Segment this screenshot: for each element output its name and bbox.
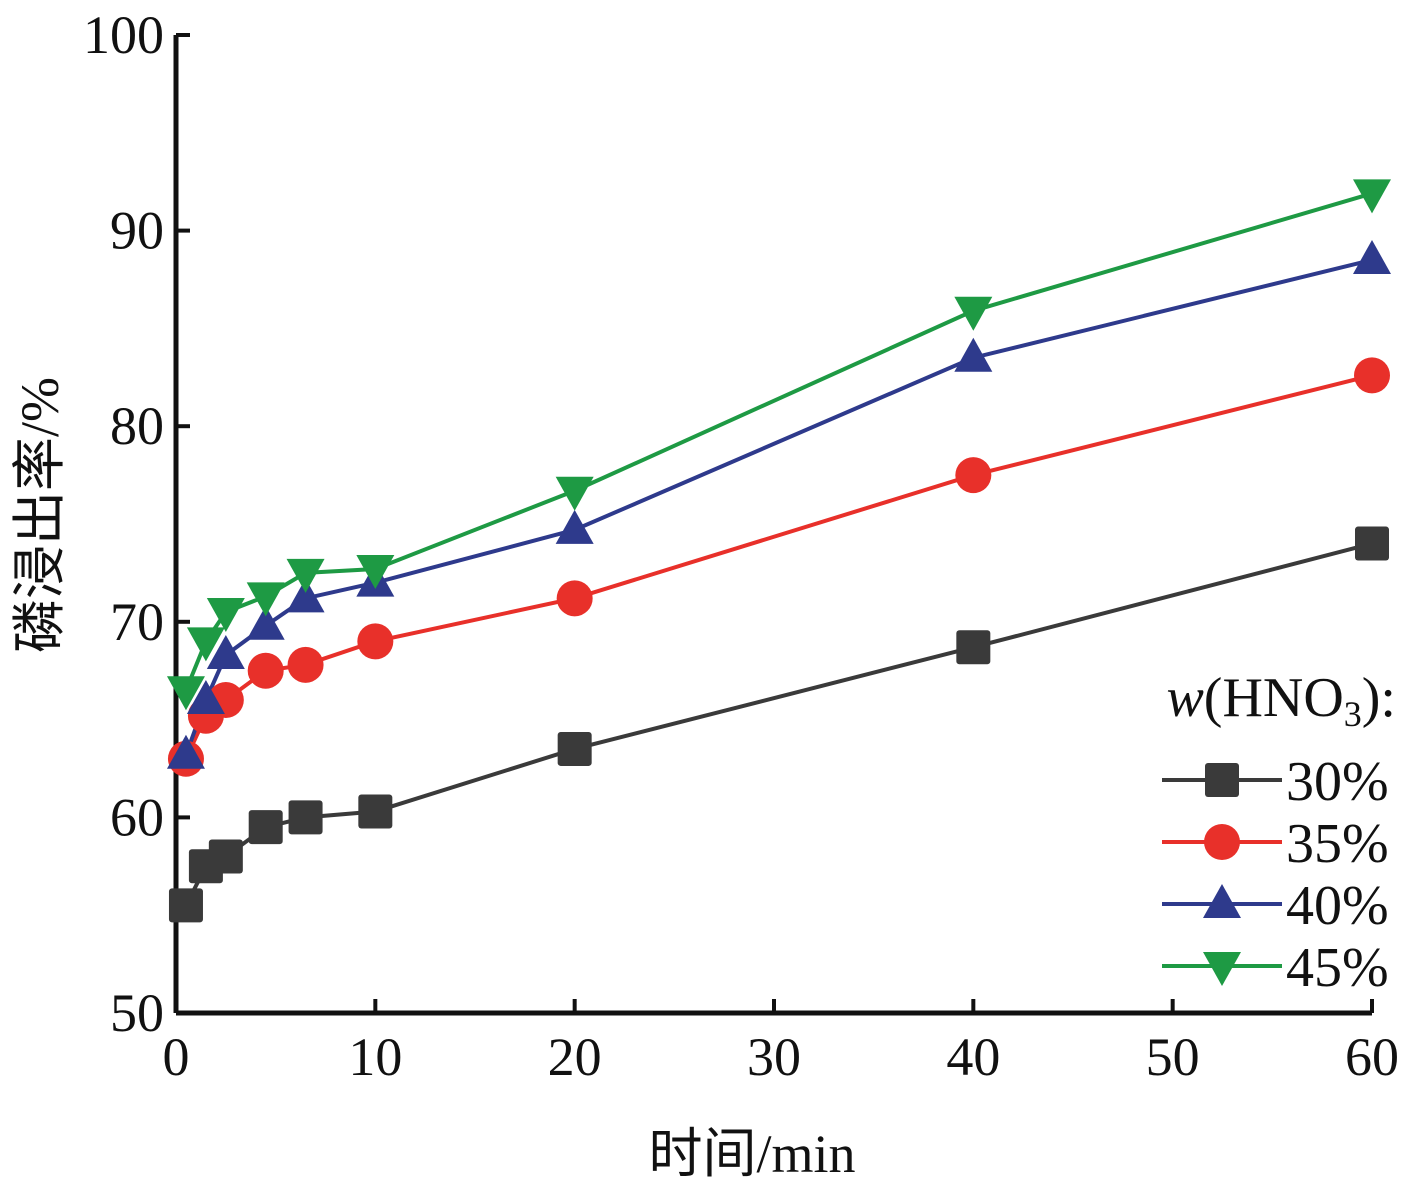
y-axis-label: 磷浸出率/% (10, 377, 70, 653)
x-tick-label: 20 (548, 1027, 602, 1087)
data-point-s3 (1353, 239, 1391, 274)
data-point-s1 (288, 800, 323, 835)
y-tick-label: 70 (110, 592, 164, 652)
x-tick-label: 50 (1146, 1027, 1200, 1087)
data-point-s4 (555, 476, 594, 511)
legend-title-prefix: w (1166, 667, 1203, 729)
series-markers (166, 179, 1391, 923)
x-axis-ticks: 0 10 20 30 40 50 60 (163, 999, 1399, 1087)
data-point-s1 (358, 794, 393, 829)
data-point-s3 (246, 605, 285, 640)
data-point-s3 (206, 635, 245, 670)
data-point-s4 (246, 582, 285, 617)
data-point-s4 (186, 627, 225, 662)
data-point-s1 (248, 810, 283, 845)
data-point-s3 (286, 578, 325, 613)
x-tick-label: 40 (946, 1027, 1000, 1087)
data-point-s3 (555, 509, 594, 544)
x-tick-label: 10 (348, 1027, 402, 1087)
legend-label-2: 35% (1286, 813, 1389, 875)
legend-title-subscript: 3 (1344, 694, 1362, 734)
y-tick-label: 90 (110, 201, 164, 261)
data-point-s2 (955, 457, 992, 494)
y-tick-label: 60 (110, 787, 164, 847)
data-point-s3 (954, 337, 993, 372)
data-point-s4 (954, 296, 993, 331)
data-point-s1 (1355, 526, 1389, 561)
x-tick-label: 30 (747, 1027, 801, 1087)
data-point-s2 (556, 580, 593, 617)
data-point-s2 (247, 652, 284, 689)
data-point-s1 (208, 839, 243, 874)
legend-label-4: 45% (1286, 937, 1389, 999)
axes (173, 35, 1372, 1016)
legend-label-3: 40% (1286, 875, 1389, 937)
data-point-s2 (1354, 357, 1390, 394)
y-tick-label: 100 (83, 5, 164, 65)
data-point-s4 (1353, 179, 1391, 214)
data-point-s2 (287, 646, 324, 683)
data-point-s4 (286, 558, 325, 593)
data-point-s1 (557, 731, 592, 766)
legend: w(HNO3): 30%35%40%45% (1162, 667, 1396, 999)
legend-marker-1 (1205, 763, 1239, 797)
legend-marker-3 (1203, 884, 1241, 918)
legend-marker-4 (1203, 952, 1241, 986)
data-point-s3 (186, 680, 225, 715)
data-point-s4 (206, 598, 245, 633)
legend-items: 30%35%40%45% (1162, 751, 1389, 999)
legend-label-1: 30% (1286, 751, 1389, 813)
data-point-s2 (357, 623, 394, 660)
legend-title: w(HNO3): (1166, 667, 1396, 734)
y-tick-label: 80 (110, 396, 164, 456)
data-point-s4 (166, 676, 205, 711)
data-point-s1 (168, 888, 203, 923)
legend-title-body: (HNO (1204, 667, 1344, 729)
data-point-s1 (956, 630, 991, 665)
legend-title-suffix: ): (1362, 667, 1396, 729)
data-point-s4 (356, 554, 395, 589)
x-tick-label: 0 (163, 1027, 190, 1087)
y-axis-ticks: 50 60 70 80 90 100 (83, 5, 190, 1043)
x-axis-label: 时间/min (648, 1124, 855, 1181)
x-tick-label: 60 (1345, 1027, 1399, 1087)
legend-marker-2 (1204, 824, 1240, 860)
y-tick-label: 50 (110, 983, 164, 1043)
data-point-s3 (166, 734, 205, 769)
